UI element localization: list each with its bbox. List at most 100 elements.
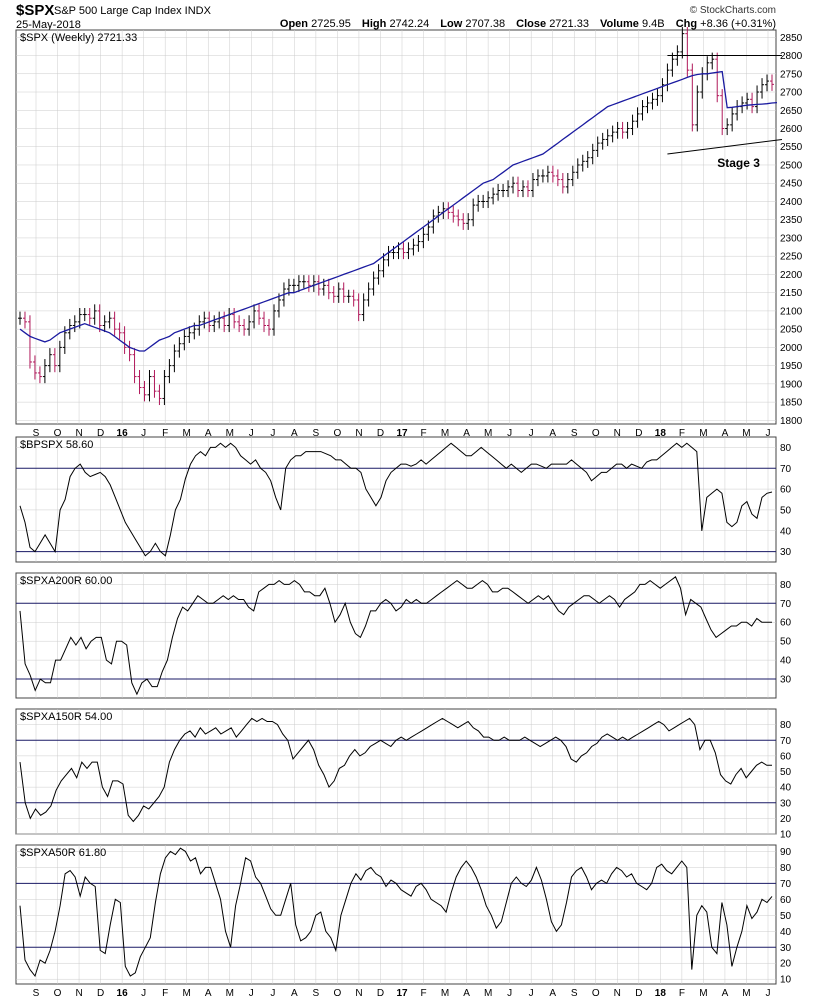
open-value: 2725.95 bbox=[311, 18, 351, 30]
x-tick-label: O bbox=[592, 428, 600, 439]
y-tick-label: 30 bbox=[780, 675, 792, 686]
y-tick-label: 60 bbox=[780, 485, 792, 496]
x-tick-label: M bbox=[699, 428, 707, 439]
y-tick-label: 2600 bbox=[780, 124, 803, 135]
brand-watermark[interactable]: © StockCharts.com bbox=[689, 5, 776, 16]
y-tick-label: 2300 bbox=[780, 233, 803, 244]
indicator-line bbox=[19, 442, 773, 557]
x-tick-label: N bbox=[355, 988, 362, 999]
x-tick-label: N bbox=[355, 428, 362, 439]
stage-annotation: Stage 3 bbox=[717, 156, 760, 170]
x-tick-label: N bbox=[614, 988, 621, 999]
close-value: 2721.33 bbox=[549, 18, 589, 30]
y-tick-label: 2800 bbox=[780, 51, 803, 62]
x-tick-label: A bbox=[463, 988, 470, 999]
x-tick-label: S bbox=[313, 988, 320, 999]
y-tick-label: 2250 bbox=[780, 252, 803, 263]
x-tick-label: J bbox=[270, 988, 275, 999]
x-tick-label: D bbox=[377, 988, 384, 999]
x-tick-label: F bbox=[679, 428, 685, 439]
y-tick-label: 1950 bbox=[780, 361, 803, 372]
x-tick-label: A bbox=[722, 988, 729, 999]
y-tick-label: 50 bbox=[780, 767, 792, 778]
x-tick-label: M bbox=[742, 428, 750, 439]
y-tick-label: 30 bbox=[780, 798, 792, 809]
y-tick-label: 1900 bbox=[780, 379, 803, 390]
y-tick-label: 2700 bbox=[780, 88, 803, 99]
low-value: 2707.38 bbox=[465, 18, 506, 30]
x-tick-label: A bbox=[463, 428, 470, 439]
y-tick-label: 10 bbox=[780, 975, 792, 986]
x-tick-label: J bbox=[529, 988, 534, 999]
x-tick-label: F bbox=[162, 428, 168, 439]
volume-label: Volume bbox=[600, 18, 639, 30]
y-tick-label: 2650 bbox=[780, 106, 803, 117]
y-tick-label: 80 bbox=[780, 863, 792, 874]
x-tick-label: J bbox=[141, 988, 146, 999]
y-tick-label: 60 bbox=[780, 618, 792, 629]
x-tick-label: S bbox=[313, 428, 320, 439]
trend-line bbox=[667, 138, 783, 155]
x-tick-label: N bbox=[75, 428, 82, 439]
x-tick-label: 18 bbox=[655, 988, 667, 999]
panel-frame bbox=[15, 29, 777, 425]
x-tick-label: J bbox=[529, 428, 534, 439]
y-tick-label: 80 bbox=[780, 720, 792, 731]
x-tick-label: A bbox=[291, 428, 298, 439]
y-tick-label: 2750 bbox=[780, 69, 803, 80]
y-tick-label: 20 bbox=[780, 959, 792, 970]
volume-value: 9.4B bbox=[642, 18, 665, 30]
quote-summary: Open 2725.95 High 2742.24 Low 2707.38 Cl… bbox=[280, 18, 776, 30]
low-label: Low bbox=[440, 18, 463, 30]
x-tick-label: M bbox=[441, 428, 449, 439]
x-tick-label: M bbox=[699, 988, 707, 999]
x-tick-label: O bbox=[334, 988, 342, 999]
x-tick-label: 16 bbox=[117, 988, 129, 999]
x-tick-label: 18 bbox=[655, 428, 667, 439]
x-tick-label: J bbox=[249, 428, 254, 439]
x-tick-label: D bbox=[97, 988, 104, 999]
high-value: 2742.24 bbox=[389, 18, 430, 30]
y-tick-label: 80 bbox=[780, 443, 792, 454]
x-tick-label: J bbox=[249, 988, 254, 999]
y-tick-label: 70 bbox=[780, 736, 792, 747]
x-tick-label: S bbox=[571, 428, 578, 439]
panel-title: $SPX (Weekly) 2721.33 bbox=[20, 32, 137, 44]
y-tick-label: 50 bbox=[780, 911, 792, 922]
x-tick-label: O bbox=[592, 988, 600, 999]
y-tick-label: 2550 bbox=[780, 142, 803, 153]
y-tick-label: 2200 bbox=[780, 270, 803, 281]
y-tick-label: 30 bbox=[780, 943, 792, 954]
y-tick-label: 2000 bbox=[780, 343, 803, 354]
y-tick-label: 50 bbox=[780, 505, 792, 516]
x-tick-label: F bbox=[420, 428, 426, 439]
x-tick-label: S bbox=[33, 988, 40, 999]
x-tick-label: M bbox=[441, 988, 449, 999]
chart-header: $SPX S&P 500 Large Cap Index INDX 25-May… bbox=[16, 2, 776, 32]
x-tick-label: D bbox=[635, 988, 642, 999]
panel-title: $SPXA150R 54.00 bbox=[20, 711, 112, 723]
y-tick-label: 2150 bbox=[780, 288, 803, 299]
y-tick-label: 1850 bbox=[780, 398, 803, 409]
x-tick-label: M bbox=[742, 988, 750, 999]
indicator-line bbox=[19, 576, 772, 696]
y-tick-label: 1800 bbox=[780, 416, 803, 427]
index-name: S&P 500 Large Cap Index INDX bbox=[54, 5, 211, 17]
x-tick-label: J bbox=[766, 428, 771, 439]
y-tick-label: 70 bbox=[780, 464, 792, 475]
indicator-line bbox=[19, 717, 772, 823]
x-tick-label: A bbox=[549, 988, 556, 999]
y-tick-label: 40 bbox=[780, 783, 792, 794]
high-label: High bbox=[361, 18, 387, 30]
x-tick-label: M bbox=[183, 988, 191, 999]
y-tick-label: 2350 bbox=[780, 215, 803, 226]
x-tick-label: O bbox=[54, 988, 62, 999]
x-tick-label: M bbox=[183, 428, 191, 439]
x-tick-label: A bbox=[205, 428, 212, 439]
x-tick-label: S bbox=[33, 428, 40, 439]
x-tick-label: A bbox=[549, 428, 556, 439]
y-tick-label: 30 bbox=[780, 547, 792, 558]
x-tick-label: 17 bbox=[396, 988, 408, 999]
x-tick-label: O bbox=[54, 428, 62, 439]
